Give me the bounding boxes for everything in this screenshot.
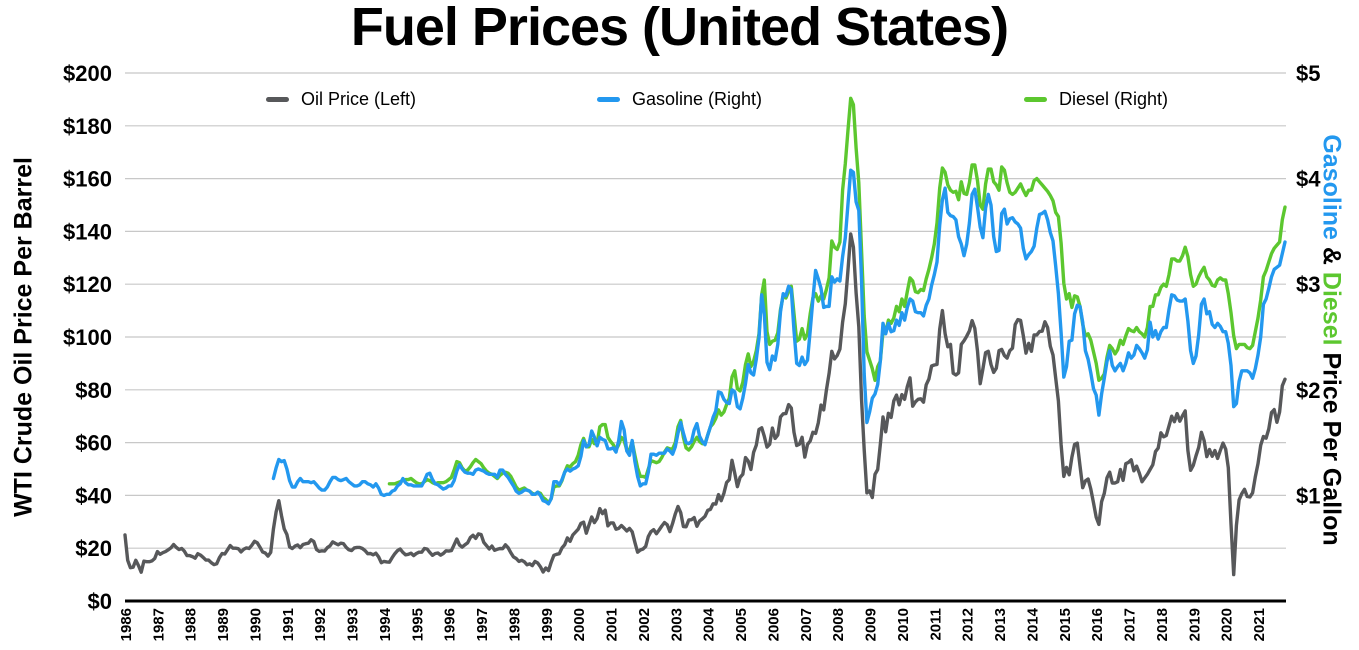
left-axis-tick-label: $0 [88,589,112,614]
x-axis-year-label: 2020 [1219,608,1236,641]
left-axis-tick-label: $80 [75,378,112,403]
x-axis-year-label: 1992 [312,608,329,641]
right-axis-title-diesel: Diesel [1317,271,1346,346]
left-axis-tick-label: $20 [75,536,112,561]
left-axis-tick-label: $60 [75,431,112,456]
oil-price-legend-dash-icon [266,97,289,102]
x-axis-year-label: 2009 [863,608,880,641]
x-axis-year-label: 1991 [280,608,297,641]
x-axis-year-label: 2002 [636,608,653,641]
x-axis-year-label: 2005 [733,608,750,641]
right-axis-tick-label: $2 [1296,378,1320,403]
x-axis-year-label: 2011 [927,608,944,641]
x-axis-year-label: 1994 [377,607,394,641]
right-axis-tick-label: $3 [1296,272,1320,297]
left-axis-tick-label: $200 [63,61,112,86]
right-axis-tick-label: $4 [1296,167,1321,192]
x-axis-year-label: 1995 [409,608,426,641]
x-axis-year-label: 2014 [1024,607,1041,641]
x-axis-year-label: 1988 [183,608,200,641]
x-axis-year-label: 2006 [765,608,782,641]
x-axis-year-label: 2013 [992,608,1009,641]
x-axis-year-label: 2015 [1057,608,1074,641]
x-axis-year-label: 2017 [1122,608,1139,641]
left-axis-tick-label: $140 [63,219,112,244]
diesel-legend-dash-icon [1024,97,1047,102]
legend: Oil Price (Left) Gasoline (Right) Diesel… [0,89,1359,113]
right-axis-title-amp: & [1317,239,1346,272]
right-axis-tick-label: $1 [1296,483,1320,508]
x-axis-year-label: 2012 [960,608,977,641]
x-axis-year-label: 2016 [1089,608,1106,641]
x-axis-year-label: 2018 [1154,608,1171,641]
x-axis-year-label: 2008 [830,608,847,641]
x-axis-year-label: 1998 [506,608,523,641]
left-axis-title: WTI Crude Oil Price Per Barrel [9,157,38,517]
x-axis-year-label: 1993 [345,608,362,641]
x-axis-year-label: 2010 [895,608,912,641]
x-axis-year-label: 1986 [118,608,135,641]
x-axis-year-label: 2019 [1186,608,1203,641]
right-axis-title: Gasoline & Diesel Price Per Gallon [1317,134,1346,545]
left-axis-tick-label: $160 [63,167,112,192]
left-axis-tick-label: $40 [75,483,112,508]
x-axis-year-label: 2003 [668,608,685,641]
x-axis-year-label: 2007 [798,608,815,641]
right-axis-title-per-gallon: Price Per Gallon [1317,345,1346,546]
x-axis-year-label: 1999 [539,608,556,641]
x-axis-year-label: 2004 [701,607,718,641]
legend-item-oil-price: Oil Price (Left) [266,89,416,110]
legend-item-diesel: Diesel (Right) [1024,89,1168,110]
chart-title: Fuel Prices (United States) [350,0,1009,57]
x-axis-year-label: 1997 [474,608,491,641]
right-axis-title-gasoline: Gasoline [1317,134,1346,240]
right-axis-tick-label: $5 [1296,61,1320,86]
x-axis-year-label: 1996 [442,608,459,641]
legend-item-gasoline: Gasoline (Right) [597,89,762,110]
legend-label-diesel: Diesel (Right) [1059,89,1169,109]
x-axis-year-label: 1987 [150,608,167,641]
left-axis-tick-label: $180 [63,114,112,139]
x-axis-year-label: 2021 [1251,608,1268,641]
x-axis-year-label: 1990 [247,608,264,641]
oil-price-line [123,232,1287,577]
legend-label-oil-price: Oil Price (Left) [301,89,417,109]
gasoline-line [271,168,1287,506]
x-axis-year-label: 1989 [215,608,232,641]
x-axis-year-label: 2000 [571,608,588,641]
x-axis-year-label: 2001 [604,608,621,641]
gasoline-legend-dash-icon [597,97,620,102]
left-axis-tick-label: $100 [63,325,112,350]
legend-label-gasoline: Gasoline (Right) [632,89,763,109]
left-axis-tick-label: $120 [63,272,112,297]
